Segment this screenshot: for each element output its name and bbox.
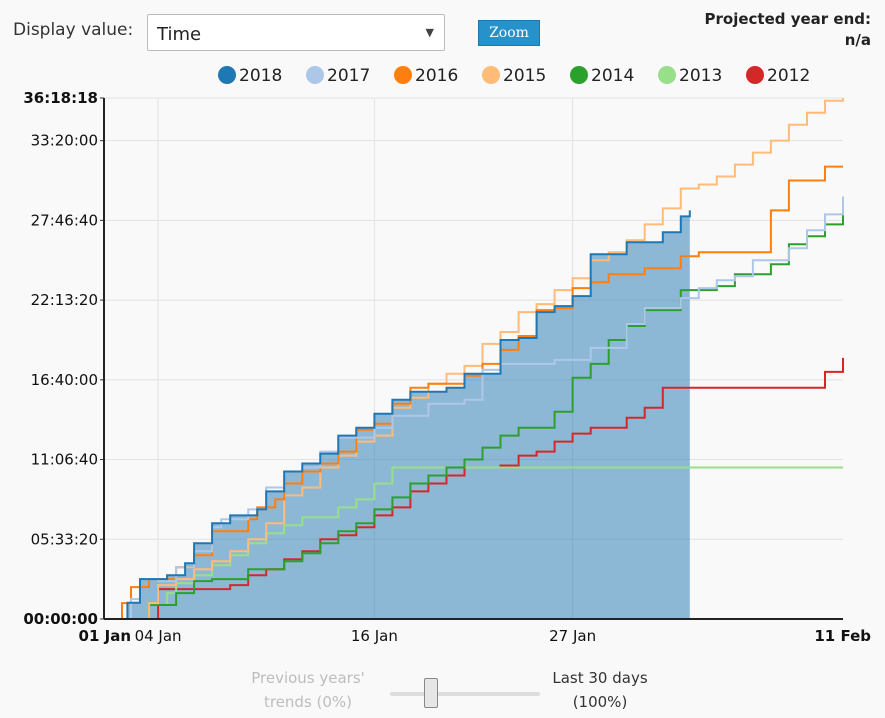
trend-slider-area: Previous years' trends (0%) Last 30 days… (0, 660, 885, 718)
x-tick-label: 27 Jan (549, 627, 596, 645)
y-tick-label: 00:00:00 (23, 610, 98, 628)
series-line-2014 (104, 208, 844, 620)
x-tick-label: 01 Jan (79, 627, 131, 645)
y-tick-label: 05:33:20 (31, 530, 98, 548)
legend-label-2015: 2015 (503, 66, 546, 86)
trend-slider-track[interactable] (390, 692, 540, 696)
x-tick-label: 04 Jan (135, 627, 182, 645)
legend-label-2014: 2014 (591, 66, 634, 86)
legend-label-2018: 2018 (239, 66, 282, 86)
legend-swatch-2013 (658, 66, 676, 84)
zoom-button[interactable]: Zoom (478, 20, 540, 46)
display-value-select[interactable]: Time ▼ (147, 14, 445, 51)
legend-swatch-2012 (746, 66, 764, 84)
series-line-2012 (104, 357, 844, 620)
x-tick-label: 11 Feb (814, 627, 871, 645)
previous-years-trend-line1: Previous years' (251, 669, 365, 687)
previous-years-trend-label: Previous years' trends (0%) (228, 666, 388, 714)
chevron-down-icon: ▼ (425, 26, 434, 39)
trend-slider-handle[interactable] (424, 678, 438, 708)
legend-label-2013: 2013 (679, 66, 722, 86)
cumulative-time-chart: 00:00:00 05:33:20 11:06:40 16:40:00 22:13:20… (23, 66, 871, 645)
legend-swatch-2015 (482, 66, 500, 84)
last-30-days-label: Last 30 days (100%) (530, 666, 670, 714)
y-tick-label: 11:06:40 (31, 451, 98, 469)
top-controls: Display value: Time ▼ Zoom Projected yea… (0, 0, 885, 60)
legend-label-2017: 2017 (327, 66, 370, 86)
projected-year-end: Projected year end: n/a (705, 9, 872, 51)
legend-swatch-2016 (394, 66, 412, 84)
legend-label-2016: 2016 (415, 66, 458, 86)
previous-years-trend-line2: trends (0%) (263, 693, 353, 711)
legend-swatch-2018 (218, 66, 236, 84)
x-tick-label: 16 Jan (351, 627, 398, 645)
y-tick-label: 27:46:40 (31, 211, 98, 229)
projected-value: n/a (844, 31, 871, 49)
y-tick-label: 22:13:20 (31, 291, 98, 309)
display-value-selected: Time (157, 24, 202, 45)
legend-swatch-2017 (306, 66, 324, 84)
series-line-2017 (104, 196, 844, 620)
legend-swatch-2014 (570, 66, 588, 84)
last-30-days-line2: (100%) (572, 693, 628, 711)
last-30-days-line1: Last 30 days (552, 669, 648, 687)
y-tick-label: 16:40:00 (31, 371, 98, 389)
y-tick-label: 33:20:00 (31, 132, 98, 150)
y-tick-label: 36:18:18 (23, 89, 98, 107)
display-value-label: Display value: (13, 20, 134, 40)
projected-title: Projected year end: (704, 10, 872, 28)
legend-label-2012: 2012 (767, 66, 810, 86)
series-line-2018 (104, 210, 691, 620)
series-line-2015 (104, 98, 844, 620)
